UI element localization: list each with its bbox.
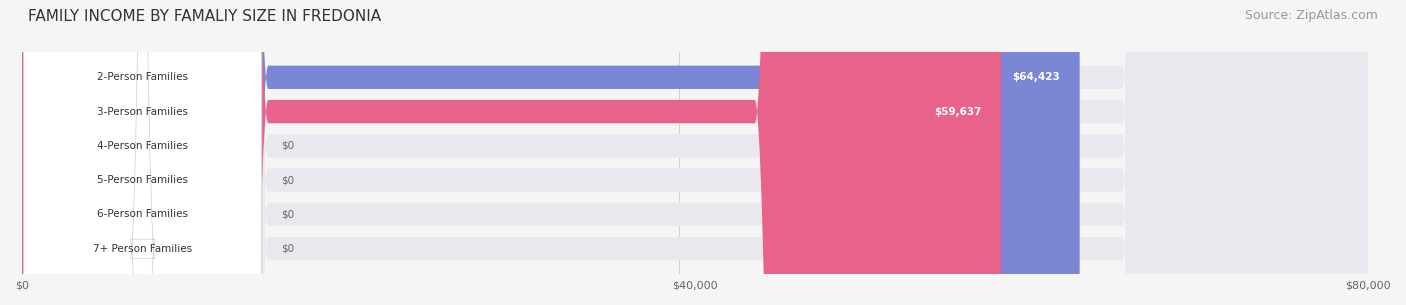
FancyBboxPatch shape <box>24 0 262 305</box>
Text: $0: $0 <box>281 141 294 151</box>
Text: $0: $0 <box>281 210 294 220</box>
FancyBboxPatch shape <box>22 0 1368 305</box>
FancyBboxPatch shape <box>24 0 262 305</box>
FancyBboxPatch shape <box>24 0 262 305</box>
FancyBboxPatch shape <box>22 0 1368 305</box>
Text: Source: ZipAtlas.com: Source: ZipAtlas.com <box>1244 9 1378 22</box>
FancyBboxPatch shape <box>22 0 1368 305</box>
FancyBboxPatch shape <box>22 0 1001 305</box>
Text: 7+ Person Families: 7+ Person Families <box>93 244 193 254</box>
Text: $0: $0 <box>281 244 294 254</box>
Text: $64,423: $64,423 <box>1012 72 1060 82</box>
FancyBboxPatch shape <box>22 0 1368 305</box>
Text: $0: $0 <box>281 175 294 185</box>
FancyBboxPatch shape <box>24 0 262 305</box>
Text: $59,637: $59,637 <box>934 106 981 117</box>
FancyBboxPatch shape <box>24 0 262 305</box>
Text: 2-Person Families: 2-Person Families <box>97 72 188 82</box>
FancyBboxPatch shape <box>22 0 1368 305</box>
FancyBboxPatch shape <box>22 0 1368 305</box>
FancyBboxPatch shape <box>22 0 1080 305</box>
Text: 6-Person Families: 6-Person Families <box>97 210 188 220</box>
Text: 3-Person Families: 3-Person Families <box>97 106 188 117</box>
FancyBboxPatch shape <box>24 0 262 305</box>
Text: 4-Person Families: 4-Person Families <box>97 141 188 151</box>
Text: FAMILY INCOME BY FAMALIY SIZE IN FREDONIA: FAMILY INCOME BY FAMALIY SIZE IN FREDONI… <box>28 9 381 24</box>
Text: 5-Person Families: 5-Person Families <box>97 175 188 185</box>
